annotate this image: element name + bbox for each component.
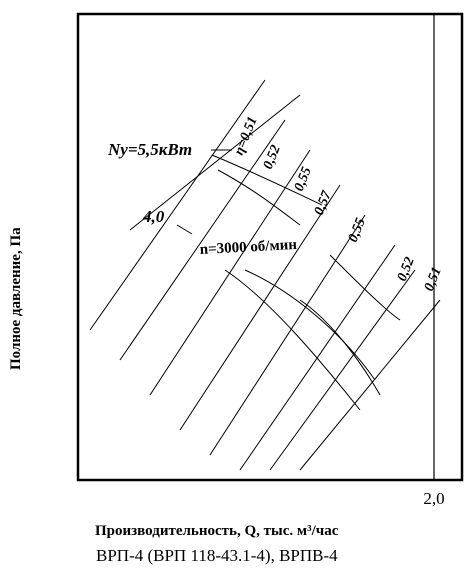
diagonal-line-4	[209, 214, 366, 456]
diagonal-line-2	[149, 149, 311, 396]
x-axis-label: Производительность, Q, тыс. м³/час	[95, 523, 339, 539]
series-label-rpm: n=3000 об/мин	[199, 237, 297, 258]
efficiency-curve-1	[217, 169, 301, 226]
diagonal-line-8	[129, 94, 301, 231]
figure-caption: ВРП-4 (ВРП 118-43.1-4), ВРПВ-4	[96, 546, 338, 565]
efficiency-curve-2	[224, 269, 361, 411]
efficiency-curves	[211, 154, 401, 411]
power-leader-4-0	[176, 224, 193, 235]
diagonal-lines	[89, 79, 441, 471]
efficiency-curve-5	[329, 254, 401, 321]
x-tick-labels: 2,02,533,544,55	[423, 489, 444, 508]
efficiency-label-2: 0,55	[292, 165, 315, 193]
diagonal-line-0	[89, 79, 266, 331]
power-label-4-0: 4,0	[142, 207, 165, 226]
efficiency-label-3: 0,57	[312, 188, 335, 217]
diagonal-line-6	[269, 269, 416, 471]
diagonal-line-5	[239, 244, 396, 471]
efficiency-label-6: 0,51	[422, 265, 445, 293]
efficiency-curve-3	[244, 269, 376, 381]
grid	[433, 14, 435, 480]
x-tick-label: 2,0	[423, 489, 444, 508]
y-axis-label: Полное давление, Па	[8, 227, 24, 370]
efficiency-curve-4	[299, 299, 381, 396]
power-label-5-5: Ny=5,5кВт	[107, 140, 192, 159]
diagonal-line-1	[119, 119, 286, 361]
diagonal-line-7	[299, 299, 441, 471]
efficiency-label-4: 0,55	[346, 216, 369, 244]
diagonal-line-3	[179, 184, 341, 431]
efficiency-label-5: 0,52	[395, 255, 418, 283]
efficiency-curve-0	[211, 154, 323, 206]
efficiency-label-1: 0,52	[261, 143, 284, 171]
plot-frame	[76, 12, 464, 482]
